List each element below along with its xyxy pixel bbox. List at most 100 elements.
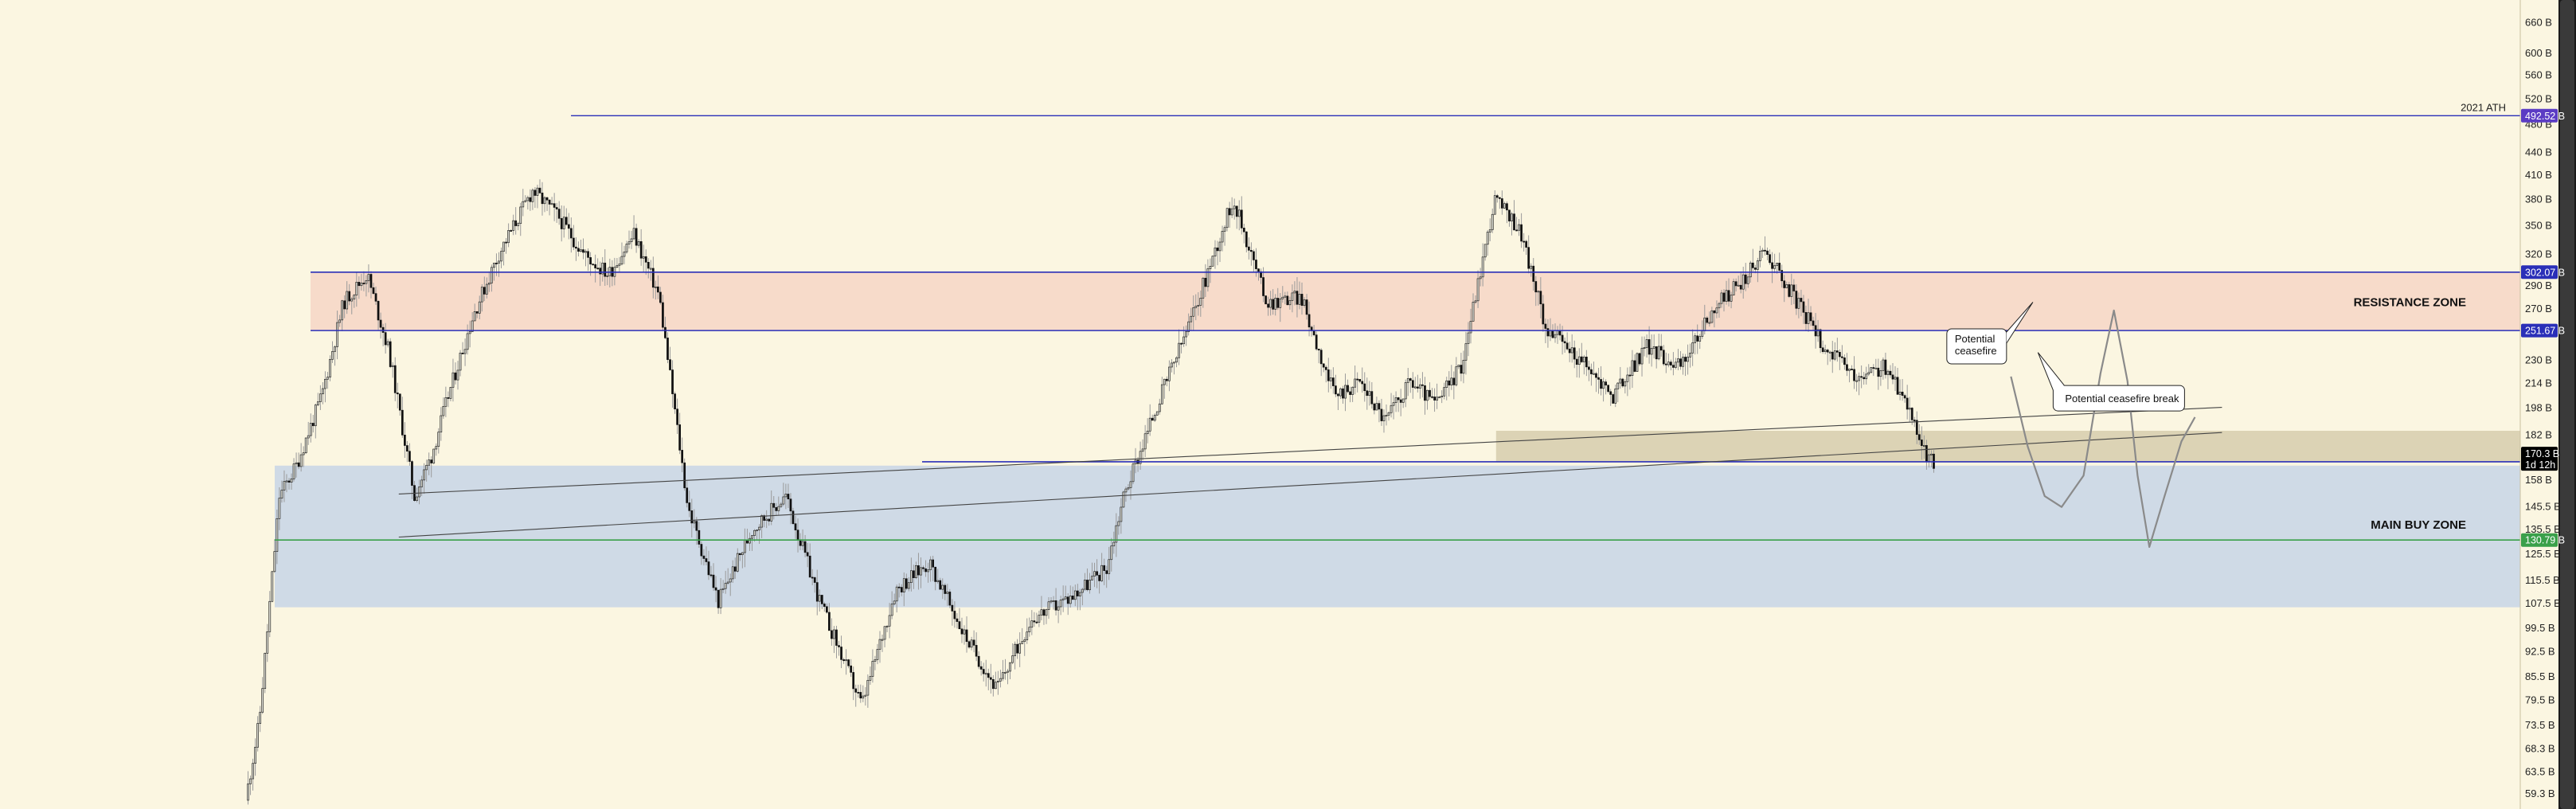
candle-body	[1790, 284, 1793, 297]
candle-body	[1585, 356, 1588, 368]
candle-body	[1824, 350, 1827, 352]
candle-body	[350, 299, 354, 302]
candle-body	[965, 629, 968, 643]
candle-body	[348, 291, 351, 302]
candle-body	[1370, 391, 1374, 404]
candle-body	[666, 338, 669, 360]
candle-body	[1173, 362, 1175, 364]
candle-body	[1235, 205, 1238, 217]
y-tick-label: 92.5 B	[2525, 645, 2555, 657]
candle-body	[1363, 383, 1366, 392]
candle-body	[979, 666, 983, 670]
candle-body	[1267, 303, 1269, 308]
candle-body	[1741, 274, 1745, 290]
y-tick-label: 63.5 B	[2525, 766, 2555, 778]
candle-body	[890, 604, 893, 616]
candle-body	[1091, 576, 1093, 580]
candle-body	[1351, 386, 1354, 395]
candle-body	[1411, 380, 1414, 388]
candle-body	[1525, 240, 1528, 248]
candle-body	[608, 267, 612, 276]
candle-body	[1703, 317, 1706, 331]
candle-body	[249, 778, 252, 784]
candle-body	[428, 459, 431, 466]
candle-body	[1262, 277, 1265, 296]
candle-body	[1242, 228, 1245, 233]
candle-body	[1076, 590, 1079, 596]
candle-body	[1858, 376, 1860, 381]
candle-body	[1645, 339, 1648, 348]
candle-body	[1112, 541, 1116, 547]
candle-body	[531, 190, 534, 202]
candle-body	[724, 582, 727, 589]
candle-body	[1373, 403, 1376, 411]
candle-body	[1511, 213, 1513, 221]
candle-body	[951, 604, 954, 612]
candle-body	[721, 588, 725, 590]
candle-body	[285, 480, 288, 483]
candle-body	[408, 451, 411, 462]
candle-body	[1129, 481, 1132, 488]
candle-body	[1141, 448, 1144, 452]
candle-body	[1872, 367, 1875, 369]
candle-body	[1776, 263, 1778, 266]
candle-body	[683, 462, 686, 489]
candle-body	[567, 224, 570, 229]
candle-body	[1689, 353, 1691, 358]
candle-body	[1657, 346, 1660, 360]
candle-body	[1004, 671, 1007, 674]
candle-body	[784, 494, 788, 498]
candle-body	[1679, 358, 1682, 367]
candle-body	[526, 197, 530, 201]
candle-body	[956, 618, 959, 622]
candle-body	[1746, 276, 1749, 284]
candle-body	[1230, 208, 1233, 216]
candle-body	[963, 629, 966, 635]
candle-body	[1192, 307, 1195, 317]
y-tick-label: 230 B	[2525, 354, 2552, 365]
candle-body	[550, 203, 553, 205]
candle-body	[507, 230, 510, 244]
candle-body	[905, 578, 908, 589]
candle-body	[529, 197, 532, 202]
candle-body	[717, 589, 720, 608]
candle-body	[845, 659, 847, 662]
scrollbar-thumb[interactable]	[2560, 0, 2574, 809]
candle-body	[1185, 331, 1187, 338]
level-lines-layer	[275, 115, 2520, 541]
candle-body	[910, 570, 913, 583]
candle-body	[939, 580, 942, 590]
candle-body	[1778, 263, 1781, 271]
candle-body	[1498, 197, 1501, 199]
candle-body	[1319, 350, 1323, 365]
candle-body	[1802, 301, 1805, 313]
candle-body	[1286, 295, 1289, 306]
y-tick-label: 320 B	[2525, 248, 2552, 260]
candle-body	[1288, 300, 1292, 306]
candle-body	[1419, 384, 1421, 389]
candle-body	[1722, 292, 1726, 302]
candle-body	[1382, 415, 1386, 421]
candle-body	[1766, 250, 1769, 255]
candle-body	[1089, 580, 1091, 591]
candle-body	[331, 351, 334, 360]
y-tick-label: 270 B	[2525, 303, 2552, 315]
y-tick-label: 158 B	[2525, 474, 2552, 486]
candle-body	[897, 586, 901, 588]
candle-body	[1033, 620, 1036, 623]
candle-body	[512, 220, 515, 231]
candle-body	[1127, 487, 1130, 490]
candle-body	[1387, 412, 1390, 416]
candle-body	[989, 677, 992, 680]
candle-body	[1023, 639, 1026, 643]
candle-body	[1469, 321, 1472, 334]
candle-body	[1248, 246, 1250, 251]
candle-body	[729, 578, 732, 583]
candle-body	[1115, 525, 1118, 543]
candle-body	[1146, 430, 1149, 435]
candle-body	[1390, 404, 1393, 413]
candle-body	[1558, 330, 1562, 336]
